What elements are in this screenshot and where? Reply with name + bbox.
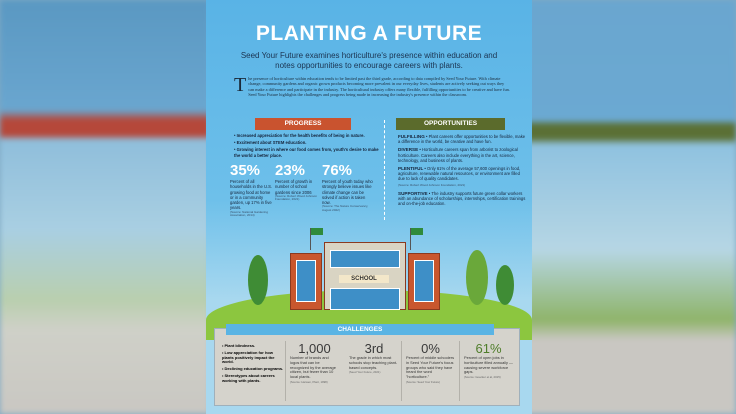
list-item: • Declining education programs. bbox=[222, 366, 284, 372]
page-title: PLANTING A FUTURE bbox=[255, 22, 483, 45]
stat-value: 0% bbox=[421, 341, 440, 356]
stat-value: 3rd bbox=[364, 341, 384, 356]
stat-source: (Source: The Nature Conservancy, August … bbox=[322, 204, 369, 213]
stat-value: 61% bbox=[475, 341, 502, 356]
list-item: • Stereotypes about careers working with… bbox=[222, 372, 275, 383]
stat-value: 35% bbox=[230, 162, 261, 179]
subtitle: Seed Your Future examines horticulture's… bbox=[240, 51, 498, 70]
stat-desc: The grade in which most schools stop tea… bbox=[349, 355, 398, 370]
progress-stat: 23% Percent of growth in number of school… bbox=[275, 163, 318, 202]
list-item: • Plant blindness. bbox=[222, 343, 256, 348]
stat-source: (Seed Your Future, 2021) bbox=[349, 370, 381, 375]
window bbox=[330, 250, 400, 268]
list-item: FULFILLING • Plant careers offer opportu… bbox=[398, 134, 528, 144]
item-label: DIVERSE bbox=[398, 147, 419, 153]
list-item: • Growing interest in where our food com… bbox=[234, 147, 379, 158]
stat-source: (Source: Robert Wood Johnson Foundation,… bbox=[275, 193, 317, 202]
tree bbox=[466, 250, 488, 305]
challenge-stat: 3rd The grade in which most schools stop … bbox=[345, 341, 399, 401]
challenges-header: CHALLENGES bbox=[226, 324, 494, 335]
stat-value: 23% bbox=[275, 162, 306, 179]
window bbox=[330, 288, 400, 310]
stat-desc: Number of brands and logos that can be r… bbox=[290, 355, 336, 380]
drop-cap: T bbox=[234, 74, 247, 96]
tree bbox=[496, 265, 514, 305]
infographic: PLANTING A FUTURE Seed Your Future exami… bbox=[206, 0, 532, 414]
item-label: SUPPORTIVE bbox=[398, 190, 428, 196]
challenge-stat: 0% Percent of middle schoolers in Seed Yo… bbox=[401, 341, 455, 401]
item-label: FULFILLING bbox=[398, 134, 425, 139]
stat-desc: Percent of open jobs in horticulture fil… bbox=[464, 355, 513, 375]
progress-header: PROGRESS bbox=[255, 118, 351, 130]
stat-source: (Source: Hansen, Plant, 1998) bbox=[290, 379, 328, 384]
progress-stat: 76% Percent of youth today who strongly b… bbox=[322, 163, 374, 213]
opportunities-list: FULFILLING • Plant careers offer opportu… bbox=[398, 134, 528, 209]
item-source: (Source: Robert Wood Johnson Foundation,… bbox=[398, 182, 466, 187]
list-item: DIVERSE • Horticulture careers span from… bbox=[398, 147, 528, 163]
item-text: • Plant careers offer opportunities to b… bbox=[398, 134, 526, 145]
list-item: SUPPORTIVE • The industry supports futur… bbox=[398, 191, 528, 207]
window bbox=[414, 260, 434, 302]
flag-icon bbox=[310, 228, 323, 250]
opportunities-header: OPPORTUNITIES bbox=[396, 118, 505, 130]
blurred-background-right bbox=[526, 0, 736, 414]
stat-value: 76% bbox=[322, 162, 353, 179]
list-item: • Excitement about STEM education. bbox=[234, 140, 307, 146]
school-sign: SCHOOL bbox=[339, 275, 389, 283]
challenges-panel: • Plant blindness. • Low appreciation fo… bbox=[214, 328, 520, 406]
flag-icon bbox=[410, 228, 423, 250]
tree bbox=[248, 255, 268, 305]
window bbox=[296, 260, 316, 302]
item-text: • The industry supports future green col… bbox=[398, 190, 526, 207]
stat-source: (Source: Seed Your Future) bbox=[406, 379, 441, 384]
challenge-stat: 61% Percent of open jobs in horticulture … bbox=[459, 341, 513, 401]
item-text: • Only 61% of the average 57,600 opening… bbox=[398, 166, 521, 182]
intro-text: he presence of horticulture within educa… bbox=[248, 76, 510, 97]
challenges-bullets: • Plant blindness. • Low appreciation fo… bbox=[222, 343, 284, 386]
stat-desc: Percent of growth in number of school ga… bbox=[275, 179, 313, 195]
list-item: PLENTIFUL • Only 61% of the average 57,6… bbox=[398, 166, 528, 188]
challenge-stat: 1,000 Number of brands and logos that can… bbox=[285, 341, 339, 401]
list-item: • Increased appreciation for the health … bbox=[234, 133, 365, 138]
stat-value: 1,000 bbox=[298, 341, 331, 356]
list-item: • Low appreciation for how plants positi… bbox=[222, 349, 275, 365]
item-label: PLENTIFUL bbox=[398, 166, 424, 172]
divider bbox=[384, 120, 385, 220]
stat-desc: Percent of youth today who strongly beli… bbox=[322, 179, 373, 206]
stat-desc: Percent of middle schoolers in Seed Your… bbox=[406, 355, 455, 380]
item-text: • Horticulture careers span from arboris… bbox=[398, 147, 518, 163]
stat-source: (Source: Goecker et al, 2015) bbox=[464, 375, 501, 380]
school-illustration: SCHOOL bbox=[290, 228, 440, 310]
stat-desc: Percent of all households in the U.S. gr… bbox=[230, 179, 273, 211]
blurred-background-left bbox=[0, 0, 210, 414]
progress-bullets: • Increased appreciation for the health … bbox=[234, 133, 379, 160]
progress-stat: 35% Percent of all households in the U.S.… bbox=[230, 163, 273, 218]
stat-source: (Source: National Gardening Association,… bbox=[230, 209, 269, 218]
